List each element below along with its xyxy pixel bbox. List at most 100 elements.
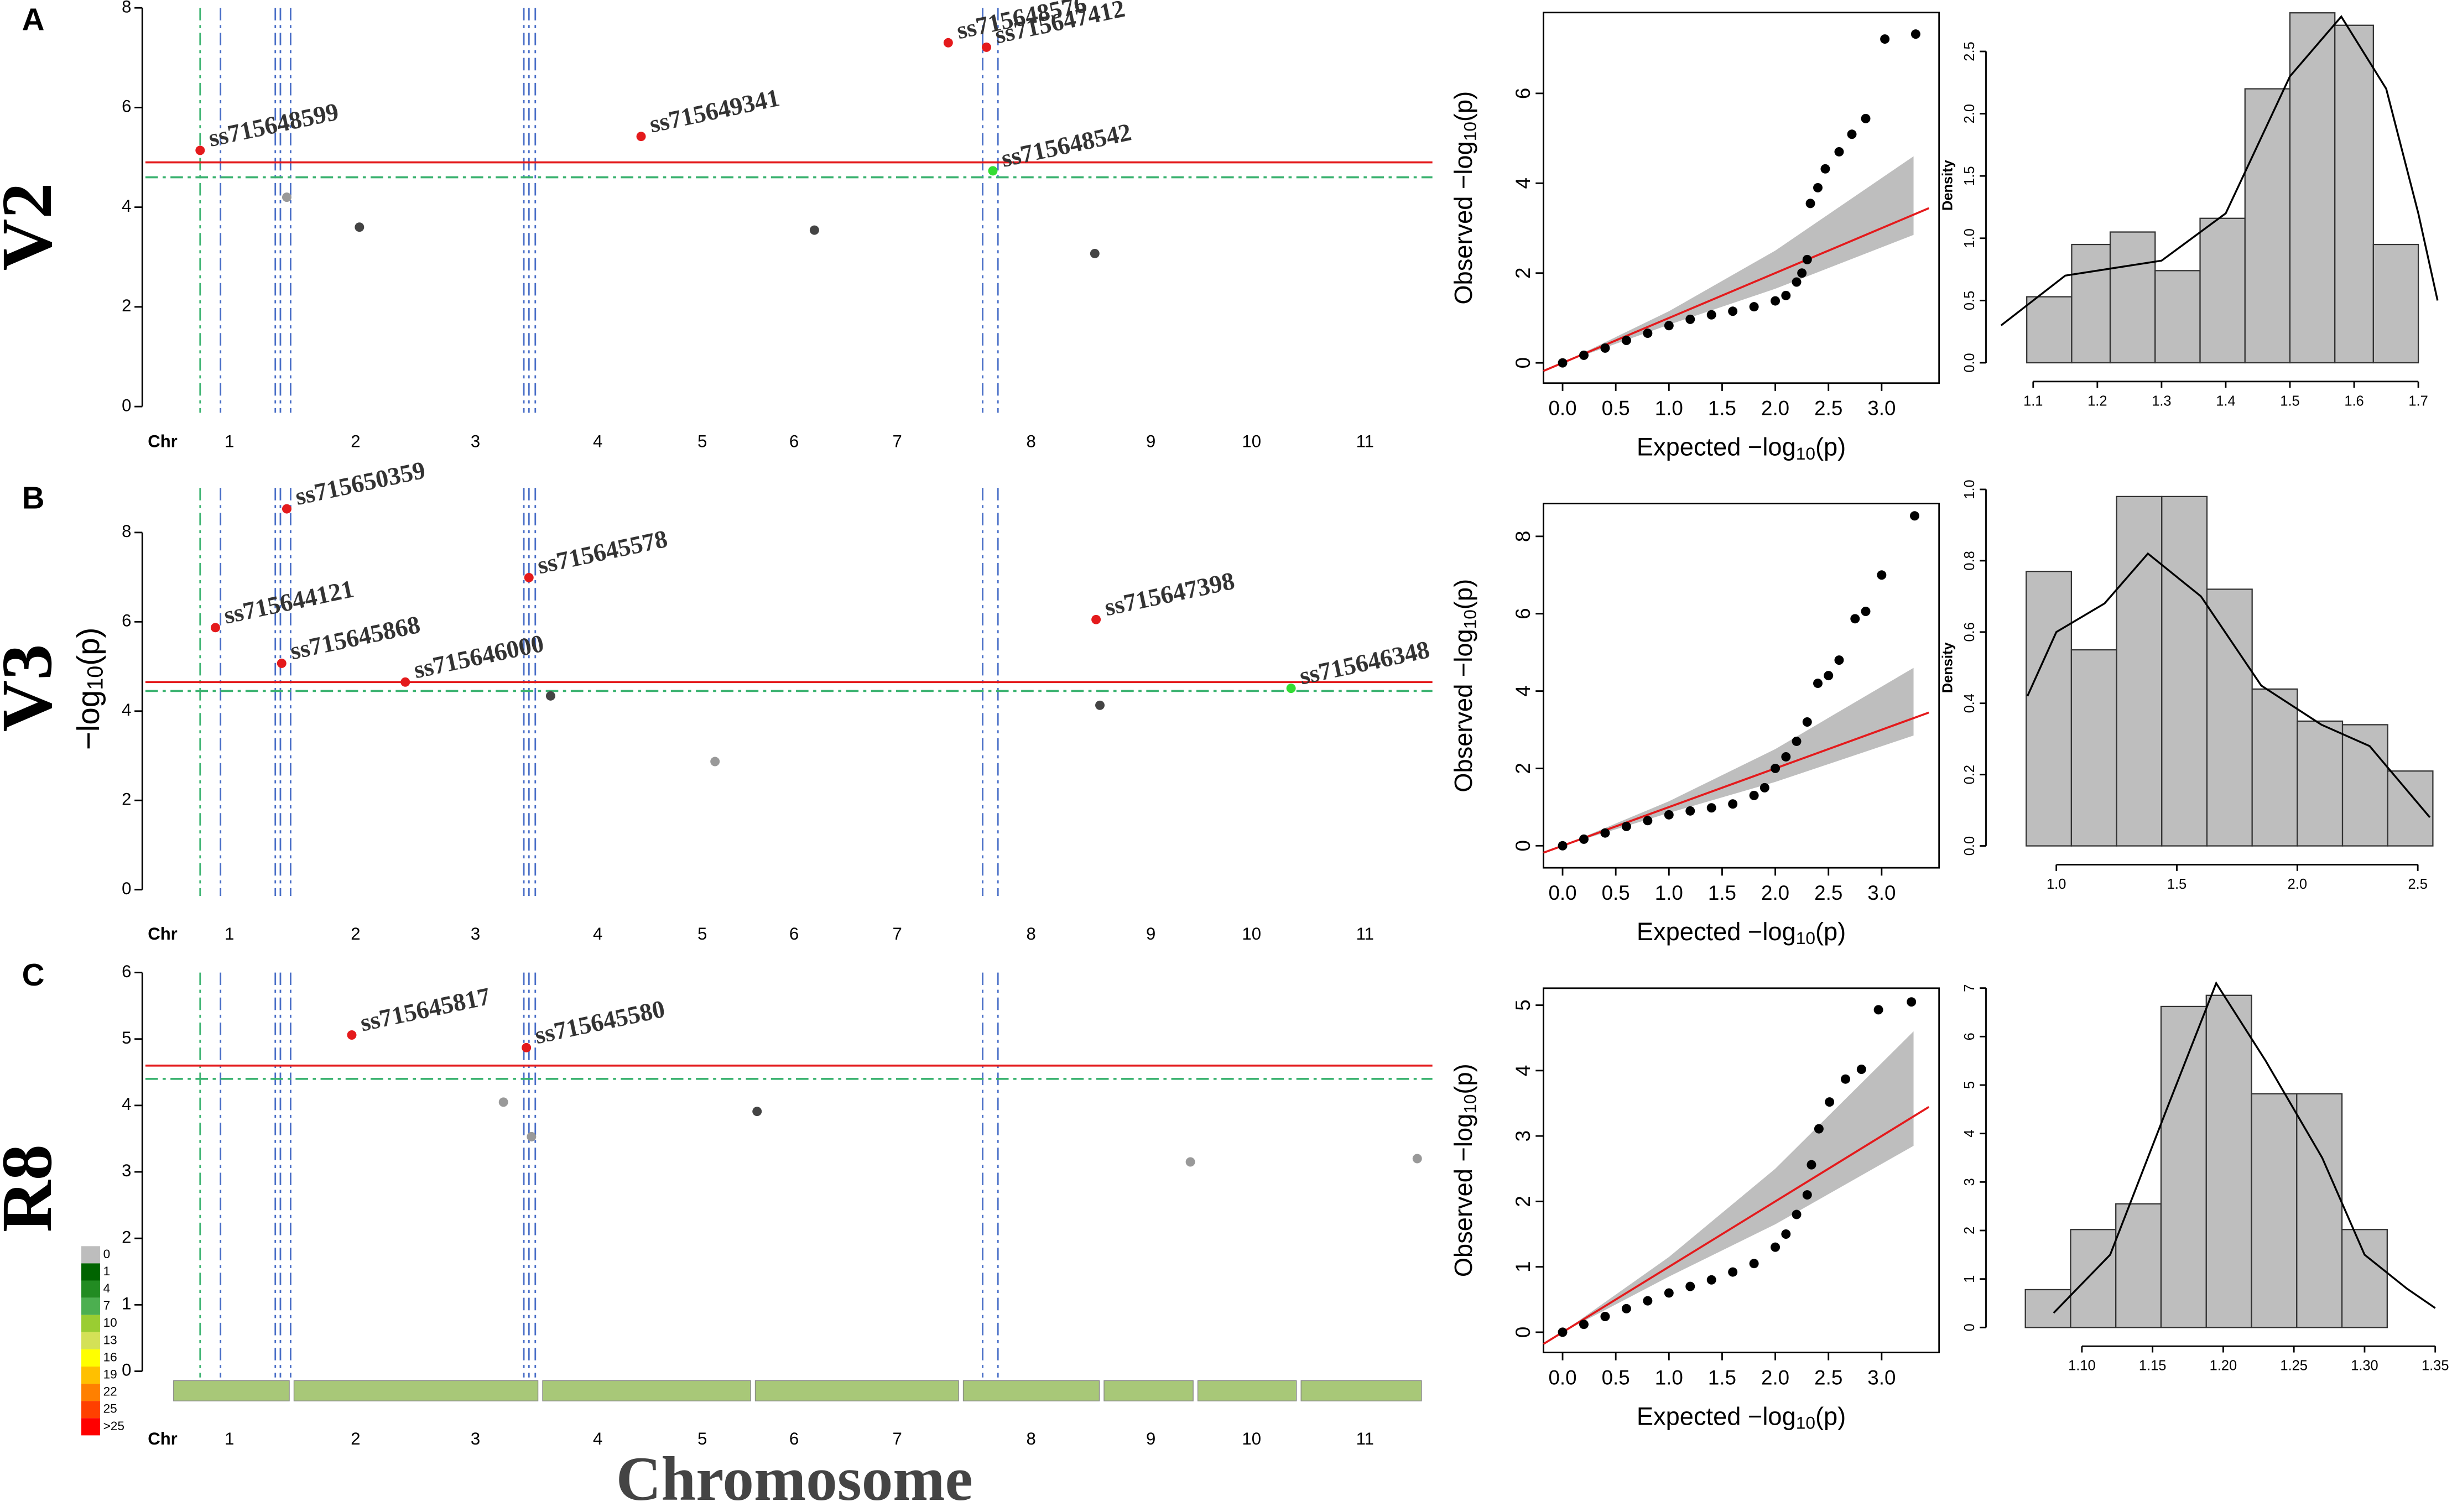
qq-point xyxy=(1643,329,1653,338)
y-tick-label: 2 xyxy=(1962,1227,1977,1234)
y-tick-label: 4 xyxy=(1512,1065,1534,1076)
snp-point xyxy=(943,38,953,48)
axis-title-sub: 10 xyxy=(1796,929,1815,948)
snp-label: ss715649341 xyxy=(647,84,782,138)
axis-title-part: Observed −log xyxy=(1449,141,1477,304)
x-axis-prefix: Chr xyxy=(148,431,178,451)
snp-point xyxy=(210,623,220,633)
y-tick-label: 4 xyxy=(1962,1130,1977,1138)
x-tick-label: 3.0 xyxy=(1867,397,1896,419)
y-tick-label: 6 xyxy=(1512,608,1534,619)
x-tick-label: 0.5 xyxy=(1602,882,1630,904)
snp-point xyxy=(195,145,205,155)
x-tick-label: 2 xyxy=(351,924,360,943)
axis-title-sub: 10 xyxy=(1796,444,1815,463)
axis-title-sub: 10 xyxy=(1460,122,1480,141)
qq-point xyxy=(1600,828,1610,838)
qq-point xyxy=(1813,183,1823,192)
snp-label: ss715650359 xyxy=(293,456,428,511)
x-tick-label: 1 xyxy=(225,431,234,451)
qq-point xyxy=(1820,164,1830,174)
x-tick-label: 5 xyxy=(697,924,707,943)
y-tick-label: 1 xyxy=(1512,1261,1534,1272)
x-tick-label: 1.3 xyxy=(2152,393,2171,409)
y-tick-label: 3 xyxy=(1962,1178,1977,1186)
y-tick-label: 0 xyxy=(1512,840,1534,851)
trait-label: V2 xyxy=(0,183,67,271)
qq-point xyxy=(1749,302,1759,312)
x-tick-label: 2.5 xyxy=(1814,1366,1842,1389)
axis-title-part: Expected −log xyxy=(1637,917,1796,946)
qq-point xyxy=(1558,358,1568,368)
y-tick-label: 3 xyxy=(1512,1130,1534,1141)
qq-point xyxy=(1834,655,1844,665)
hist-bar xyxy=(2160,1005,2207,1328)
x-tick-label: 4 xyxy=(593,431,602,451)
legend-label: 22 xyxy=(103,1385,117,1399)
legend-swatch xyxy=(81,1367,100,1384)
qq-point xyxy=(1880,34,1890,44)
density-bar xyxy=(1300,1380,1422,1401)
y-tick-label: 4 xyxy=(122,196,131,216)
qq-point xyxy=(1781,752,1791,762)
y-tick-label: 4 xyxy=(122,1094,131,1114)
legend-label: 10 xyxy=(103,1316,117,1329)
axis-title-sub: 10 xyxy=(84,666,108,690)
density-bar xyxy=(173,1380,290,1401)
density-bar xyxy=(962,1380,1100,1401)
y-axis-title: Density xyxy=(1940,159,1955,211)
y-tick-label: 2 xyxy=(1512,268,1534,279)
legend-label: 1 xyxy=(103,1264,111,1278)
panel-letter: C xyxy=(22,957,45,992)
qq-point xyxy=(1814,1124,1824,1134)
y-tick-label: 8 xyxy=(122,522,131,541)
x-tick-label: 3.0 xyxy=(1867,1366,1896,1389)
y-tick-label: 0 xyxy=(122,1360,131,1380)
qq-point xyxy=(1728,799,1738,809)
qq-point xyxy=(1805,199,1815,208)
x-tick-label: 6 xyxy=(789,924,799,943)
snp-point xyxy=(527,1132,537,1141)
x-tick-label: 1.2 xyxy=(2087,393,2107,409)
plot-frame xyxy=(1543,502,1940,869)
x-tick-label: 0.5 xyxy=(1602,397,1630,419)
snp-label: ss715644121 xyxy=(221,575,356,629)
density-bar xyxy=(542,1380,751,1401)
qq-point xyxy=(1802,717,1812,727)
x-tick-label: 1.20 xyxy=(2210,1358,2237,1374)
x-tick-label: 0.5 xyxy=(1602,1366,1630,1389)
x-tick-label: 1.30 xyxy=(2351,1358,2378,1374)
confidence-band xyxy=(1563,668,1914,846)
legend-label: 7 xyxy=(103,1299,111,1312)
x-tick-label: 5 xyxy=(697,431,707,451)
plot-frame xyxy=(1543,987,1940,1353)
qq-point xyxy=(1792,736,1802,746)
y-tick-label: 5 xyxy=(1962,1081,1977,1089)
y-tick-label: 0.5 xyxy=(1962,291,1977,310)
hist-bar xyxy=(2372,243,2419,364)
x-tick-label: 1.7 xyxy=(2408,393,2428,409)
density-curve xyxy=(2053,981,2436,1314)
qq-point xyxy=(1579,834,1589,844)
y-tick-label: 0 xyxy=(122,395,131,415)
panel-letter: B xyxy=(22,481,45,515)
expected-line xyxy=(1543,207,1929,372)
qq-point xyxy=(1861,607,1871,616)
y-tick-label: 6 xyxy=(122,962,131,981)
x-tick-label: 1.4 xyxy=(2216,393,2235,409)
qq-point xyxy=(1621,1304,1631,1313)
axis-title-part: Expected −log xyxy=(1637,1402,1796,1430)
qq-point xyxy=(1907,997,1917,1007)
qq-point xyxy=(1802,254,1812,264)
density-curve xyxy=(2026,552,2431,818)
y-tick-label: 2 xyxy=(122,789,131,809)
y-tick-label: 2.5 xyxy=(1962,41,1977,61)
x-tick-label: 2 xyxy=(351,1429,360,1448)
qq-point xyxy=(1579,350,1589,360)
y-tick-label: 2 xyxy=(122,1227,131,1247)
hist-bar xyxy=(2070,1229,2117,1328)
hist-bar xyxy=(2341,1229,2388,1328)
snp-point xyxy=(809,225,819,235)
x-tick-label: 7 xyxy=(893,431,902,451)
